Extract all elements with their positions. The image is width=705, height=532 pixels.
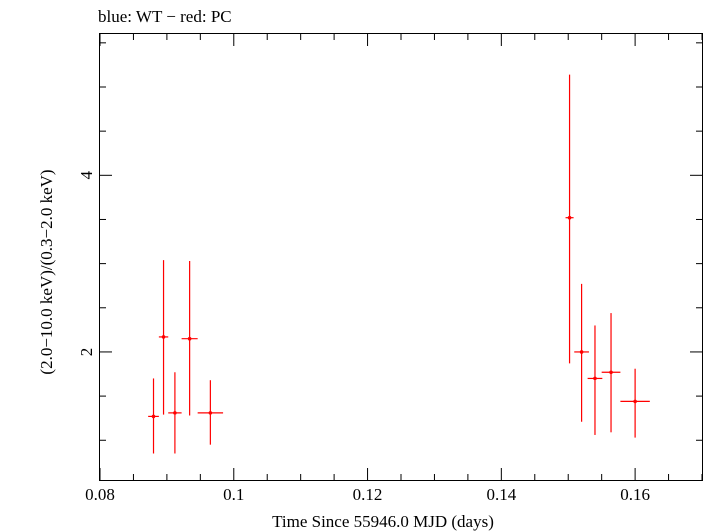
x-tick-label: 0.1 xyxy=(223,485,244,504)
data-point xyxy=(620,368,650,438)
x-axis: 0.08 0.1 0.12 0.14 0.16 xyxy=(85,34,703,504)
point-marker xyxy=(567,215,572,220)
data-point xyxy=(601,313,621,433)
point-marker xyxy=(151,414,156,419)
y-tick-label: 2 xyxy=(77,348,96,357)
point-marker xyxy=(593,376,597,381)
data-point xyxy=(168,372,182,454)
x-tick-label: 0.14 xyxy=(486,485,516,504)
point-marker xyxy=(609,370,613,375)
point-marker xyxy=(579,350,584,354)
point-marker xyxy=(173,411,177,415)
data-point xyxy=(587,325,603,435)
data-point xyxy=(148,378,159,454)
y-axis-label: (2.0−10.0 keV)/(0.3−2.0 keV) xyxy=(37,169,56,374)
y-tick-label: 4 xyxy=(77,171,96,180)
x-axis-label: Time Since 55946.0 MJD (days) xyxy=(272,512,494,531)
x-tick-label: 0.16 xyxy=(620,485,650,504)
x-tick-label: 0.12 xyxy=(353,485,383,504)
point-marker xyxy=(633,399,637,404)
chart-title: blue: WT − red: PC xyxy=(98,7,232,26)
data-point xyxy=(574,283,589,422)
plot-frame xyxy=(99,33,703,481)
x-tick-label: 0.08 xyxy=(85,485,115,504)
data-point xyxy=(181,260,198,416)
point-marker xyxy=(187,336,192,341)
point-marker xyxy=(161,335,166,339)
data-point xyxy=(197,380,224,445)
data-point xyxy=(158,260,169,415)
data-points xyxy=(148,74,650,454)
point-marker xyxy=(208,411,213,415)
data-point xyxy=(565,74,574,364)
y-axis: 24 xyxy=(77,42,702,441)
